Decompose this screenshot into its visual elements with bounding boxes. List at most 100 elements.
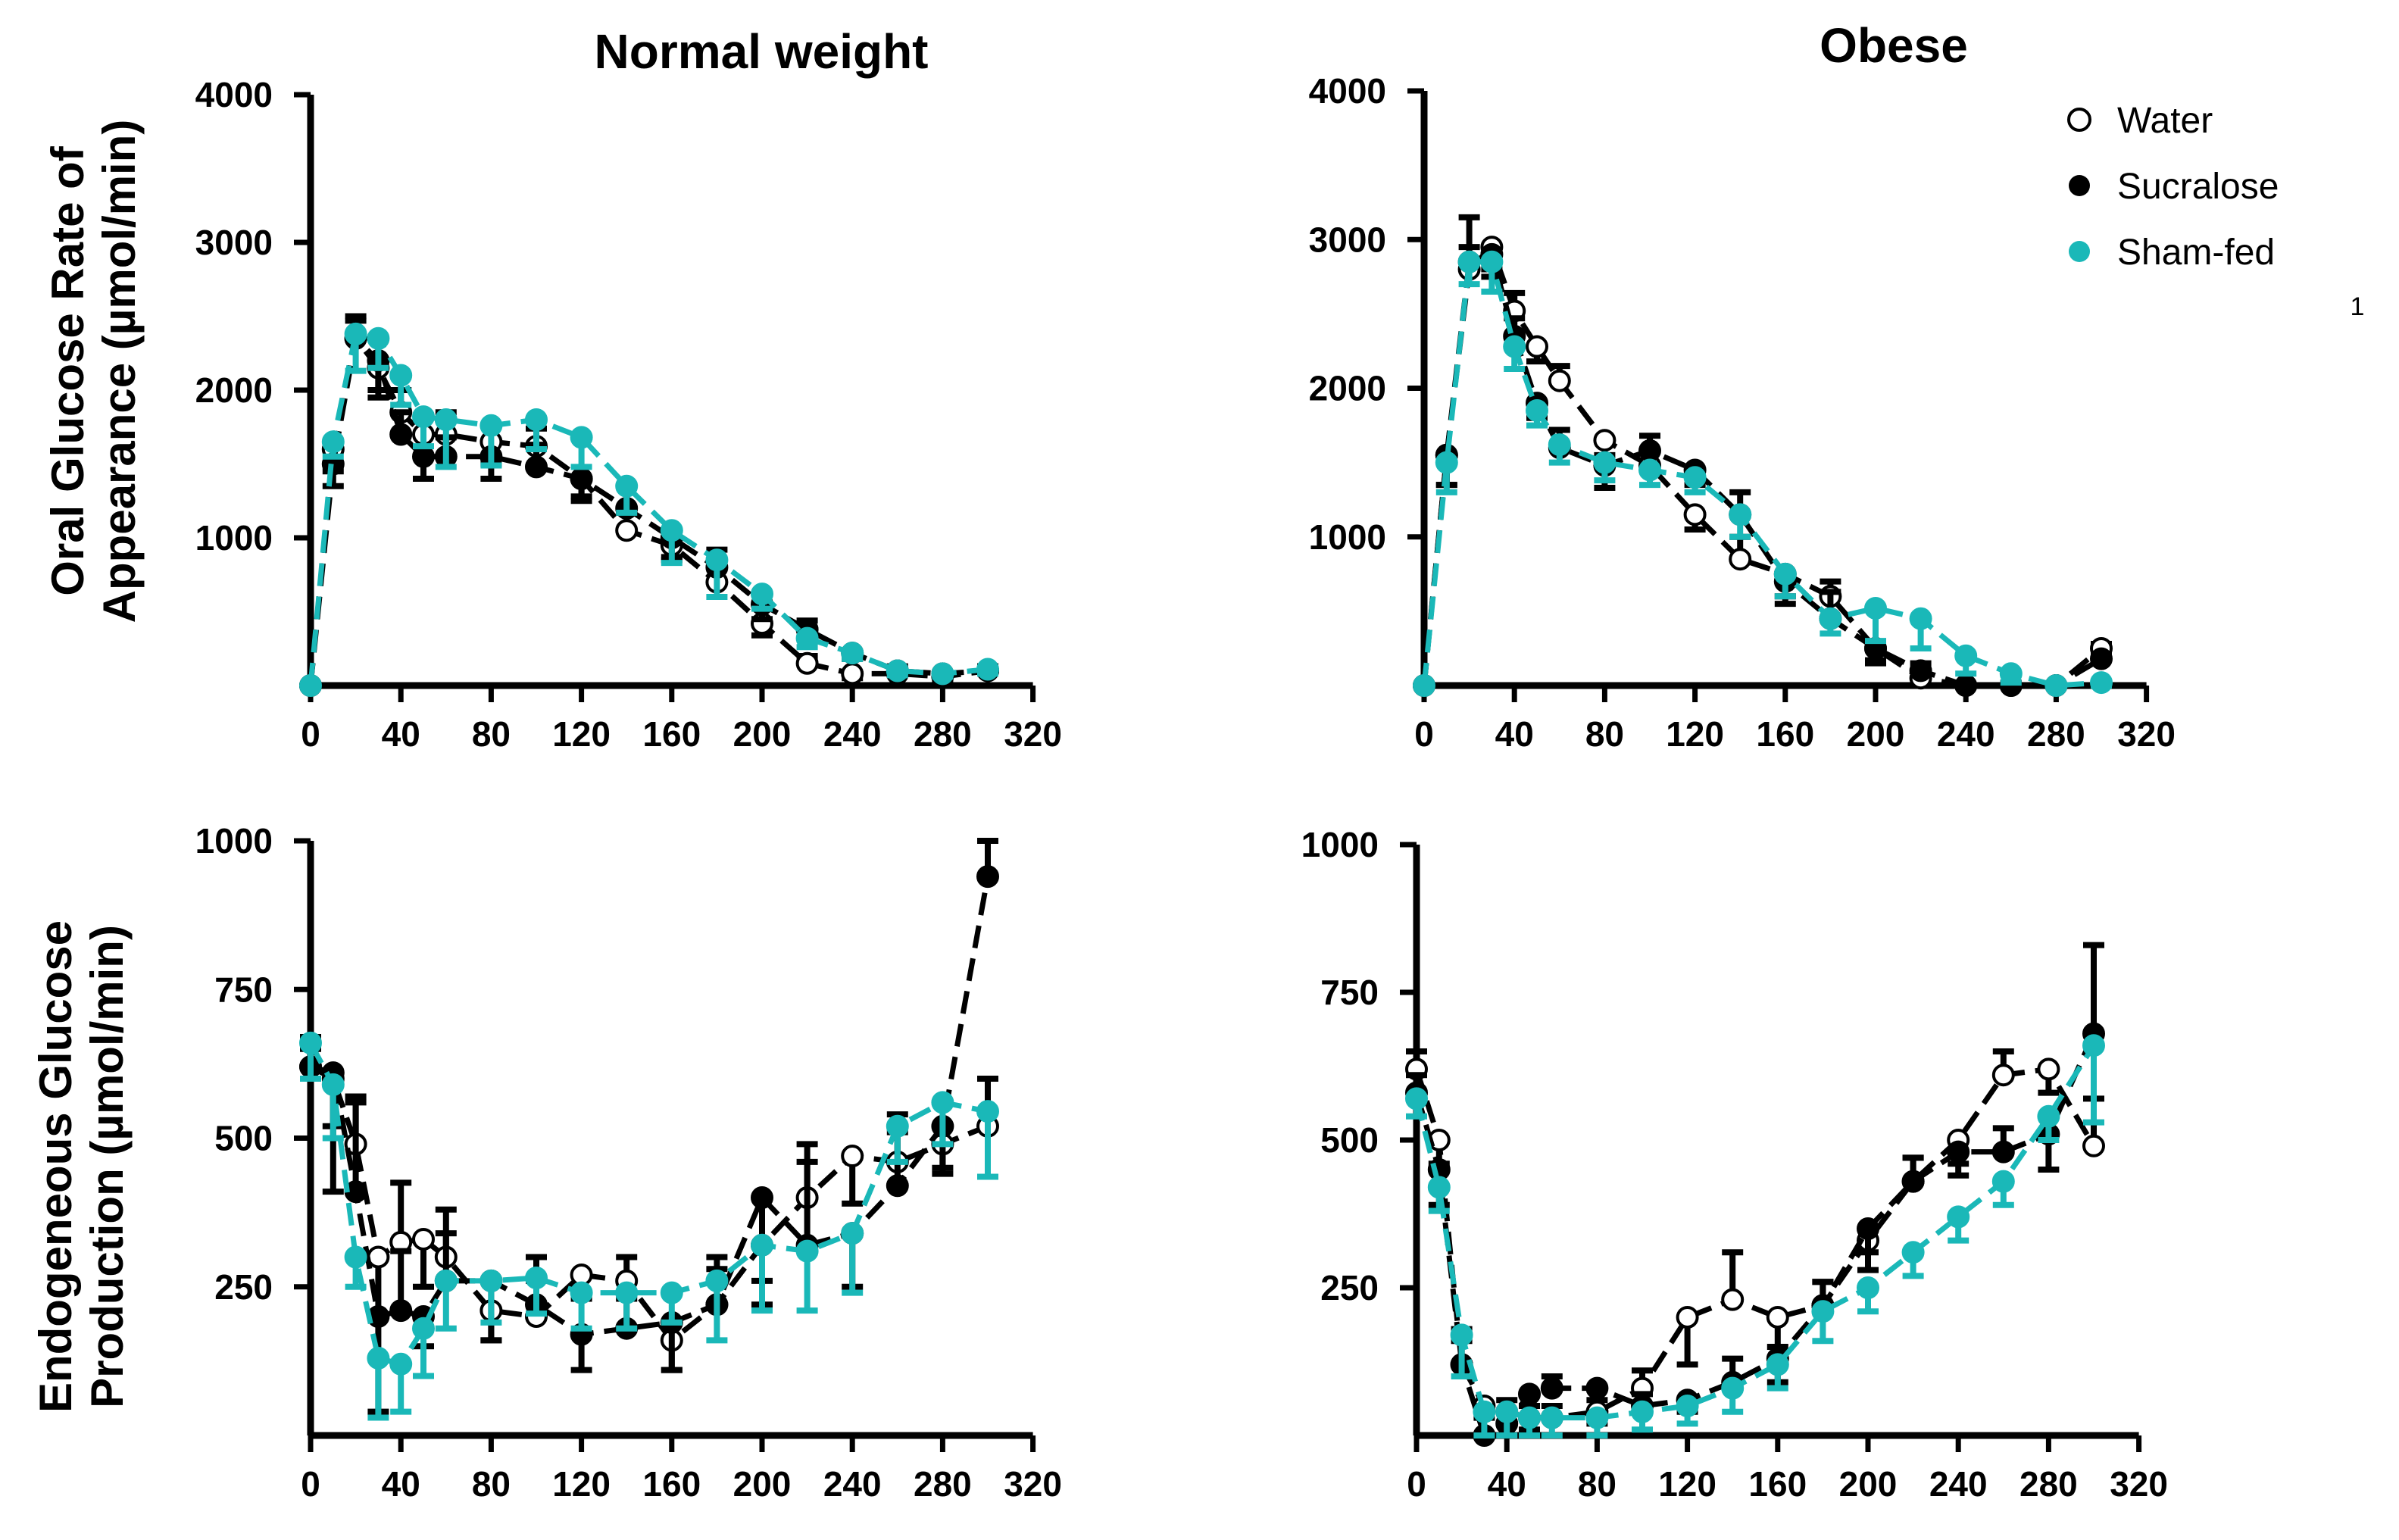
series-line-sucralose xyxy=(310,876,991,1338)
y-tick-label: 250 xyxy=(1320,1268,1379,1307)
row-label-ra-line1: Oral Glucose Rate of xyxy=(42,145,93,596)
point-water xyxy=(1721,1288,1745,1311)
x-tick-label: 240 xyxy=(1929,1464,1988,1504)
point-water xyxy=(412,1227,435,1251)
point-sham-fed xyxy=(931,1091,954,1114)
point-sham-fed xyxy=(1413,674,1435,697)
x-tick-label: 200 xyxy=(733,1464,792,1504)
series-line-sucralose xyxy=(1421,251,2103,689)
legend-water-label: Water xyxy=(2117,101,2213,141)
point-sham-fed xyxy=(2082,1034,2105,1057)
point-sham-fed xyxy=(1729,503,1752,526)
x-tick-label: 120 xyxy=(1666,714,1724,754)
row-label-egp-line2: Production (µmol/min) xyxy=(82,925,133,1408)
point-sham-fed xyxy=(1473,1400,1496,1423)
x-tick-label: 320 xyxy=(1004,1464,1062,1504)
point-water xyxy=(841,662,864,686)
x-tick-label: 280 xyxy=(2027,714,2085,754)
x-tick-label: 40 xyxy=(382,714,420,754)
y-tick-label: 3000 xyxy=(1309,220,1386,259)
point-sucralose xyxy=(976,865,999,889)
point-water xyxy=(795,651,819,675)
point-sham-fed xyxy=(434,408,458,431)
point-sham-fed xyxy=(321,430,345,454)
x-tick-label: 320 xyxy=(2117,714,2176,754)
point-water xyxy=(1683,503,1707,526)
point-sucralose xyxy=(1947,1140,1970,1164)
point-sucralose xyxy=(1901,1170,1925,1193)
series-line-water xyxy=(308,332,989,686)
point-sham-fed xyxy=(1495,1400,1519,1423)
series-line-sucralose xyxy=(308,333,989,686)
panel-egp-normal-weight: 0 40 80 120 160 200 240 280 320 250 500 750 1000 xyxy=(195,821,1062,1504)
y-tick-label: 750 xyxy=(214,970,273,1009)
point-sham-fed xyxy=(660,1281,683,1304)
x-tick-label: 280 xyxy=(2019,1464,2078,1504)
point-sham-fed xyxy=(2044,674,2068,697)
point-sham-fed xyxy=(751,1233,773,1257)
point-sham-fed xyxy=(299,674,322,697)
point-sham-fed xyxy=(1548,433,1571,457)
point-water xyxy=(1526,335,1548,358)
point-sham-fed xyxy=(1676,1395,1699,1417)
x-tick-label: 160 xyxy=(1756,714,1814,754)
point-water xyxy=(1593,429,1617,452)
series-line-sham-fed xyxy=(1413,1044,2096,1421)
point-sham-fed xyxy=(412,1317,435,1340)
point-sham-fed xyxy=(1864,596,1887,620)
panel-ra-normal-weight: 0 40 80 120 160 200 240 280 320 1000 2000 3000 4000 xyxy=(195,75,1062,754)
point-water xyxy=(1676,1306,1699,1329)
point-sham-fed xyxy=(841,642,864,665)
series-line-water xyxy=(1413,1066,2097,1421)
point-sham-fed xyxy=(525,408,548,431)
point-sham-fed xyxy=(389,364,413,387)
point-sham-fed xyxy=(479,1269,503,1292)
x-tick-label: 80 xyxy=(472,1464,511,1504)
point-sham-fed xyxy=(525,1266,548,1289)
point-sham-fed xyxy=(1773,562,1797,586)
point-sucralose xyxy=(1540,1376,1563,1400)
panel-ra-obese: 0 40 80 120 160 200 240 280 320 1000 2000 3000 4000 xyxy=(1309,71,2176,754)
x-tick-label: 80 xyxy=(1578,1464,1617,1504)
point-sham-fed xyxy=(2037,1104,2060,1128)
y-tick-label: 250 xyxy=(214,1267,273,1307)
point-sham-fed xyxy=(976,1100,999,1123)
x-tick-label: 120 xyxy=(552,714,611,754)
x-tick-label: 200 xyxy=(1847,714,1905,754)
x-tick-label: 160 xyxy=(642,714,701,754)
point-sucralose xyxy=(389,423,413,446)
point-sham-fed xyxy=(705,548,729,572)
x-tick-label: 40 xyxy=(1495,714,1534,754)
point-sham-fed xyxy=(976,658,999,681)
legend-sham-fed-label: Sham-fed xyxy=(2117,233,2275,273)
y-tick-label: 500 xyxy=(214,1119,273,1158)
x-tick-label: 120 xyxy=(552,1464,611,1504)
page-mark: 1 xyxy=(2351,292,2365,321)
point-sham-fed xyxy=(886,659,909,683)
point-sham-fed xyxy=(2090,671,2113,695)
point-sucralose xyxy=(1585,1376,1609,1400)
x-tick-label: 240 xyxy=(1937,714,1995,754)
point-sham-fed xyxy=(299,1031,322,1054)
panel-egp-obese: 0 40 80 120 160 200 240 280 320 250 500 750 1000 xyxy=(1301,825,2168,1504)
point-sham-fed xyxy=(1721,1376,1745,1400)
y-tick-label: 2000 xyxy=(195,370,273,410)
col-title-obese: Obese xyxy=(1820,18,1968,73)
x-tick-label: 320 xyxy=(1004,714,1062,754)
point-sucralose xyxy=(2090,647,2113,670)
x-tick-label: 320 xyxy=(2110,1464,2168,1504)
point-sham-fed xyxy=(615,1281,639,1304)
point-sham-fed xyxy=(344,1245,367,1269)
point-sucralose xyxy=(1518,1382,1541,1406)
point-sham-fed xyxy=(795,626,819,650)
point-water xyxy=(2037,1057,2060,1081)
point-sham-fed xyxy=(1947,1205,1970,1229)
point-sham-fed xyxy=(1518,1406,1541,1429)
point-sham-fed xyxy=(705,1269,729,1292)
point-sham-fed xyxy=(660,519,683,542)
point-sham-fed xyxy=(1909,607,1932,630)
point-sham-fed xyxy=(1819,607,1842,630)
point-sucralose xyxy=(886,1174,909,1198)
point-sham-fed xyxy=(931,662,954,686)
point-water xyxy=(841,1145,864,1168)
